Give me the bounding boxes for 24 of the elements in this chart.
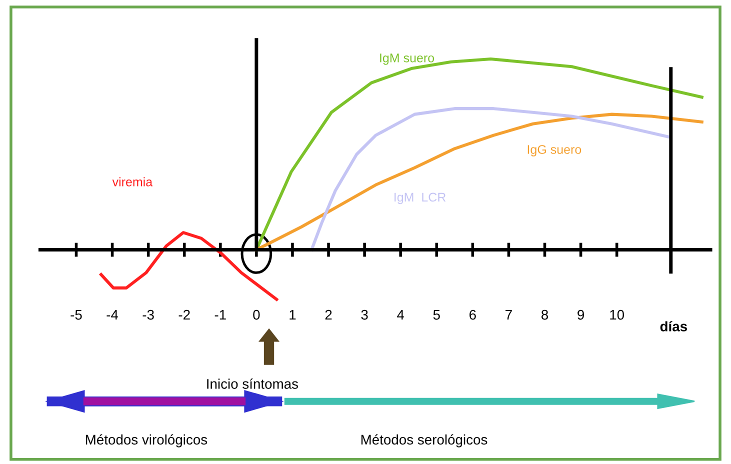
x-tick-label: 1 xyxy=(290,310,296,320)
series-label: IgM suero xyxy=(380,54,434,65)
x-tick-label: 10 xyxy=(610,310,624,320)
x-tick-label: 2 xyxy=(325,310,332,320)
x-axis-title: días xyxy=(660,321,687,332)
text: viremia xyxy=(112,177,153,186)
x-tick-label: -1 xyxy=(214,310,226,320)
x-tick-label: 8 xyxy=(541,310,548,320)
x-tick-label: 7 xyxy=(506,310,512,320)
x-tick-label: 0 xyxy=(253,310,260,320)
text: Métodos serológicos xyxy=(361,434,488,448)
x-tick-label: -3 xyxy=(142,310,154,320)
x-tick-label: -4 xyxy=(106,310,118,320)
x-tick-label: -5 xyxy=(70,310,82,320)
x-tick-label: -2 xyxy=(178,310,190,320)
text: Inicio síntomas xyxy=(207,378,298,389)
x-tick-label: 5 xyxy=(433,310,440,320)
x-tick-label: 3 xyxy=(361,310,368,320)
x-tick-label: 4 xyxy=(397,310,404,320)
text: Métodos virológicos xyxy=(86,434,208,448)
series-label: IgG suero xyxy=(528,145,582,156)
text: IgM LCR xyxy=(394,192,446,204)
x-tick-label: 9 xyxy=(578,310,584,320)
x-tick-label: 6 xyxy=(470,310,476,320)
